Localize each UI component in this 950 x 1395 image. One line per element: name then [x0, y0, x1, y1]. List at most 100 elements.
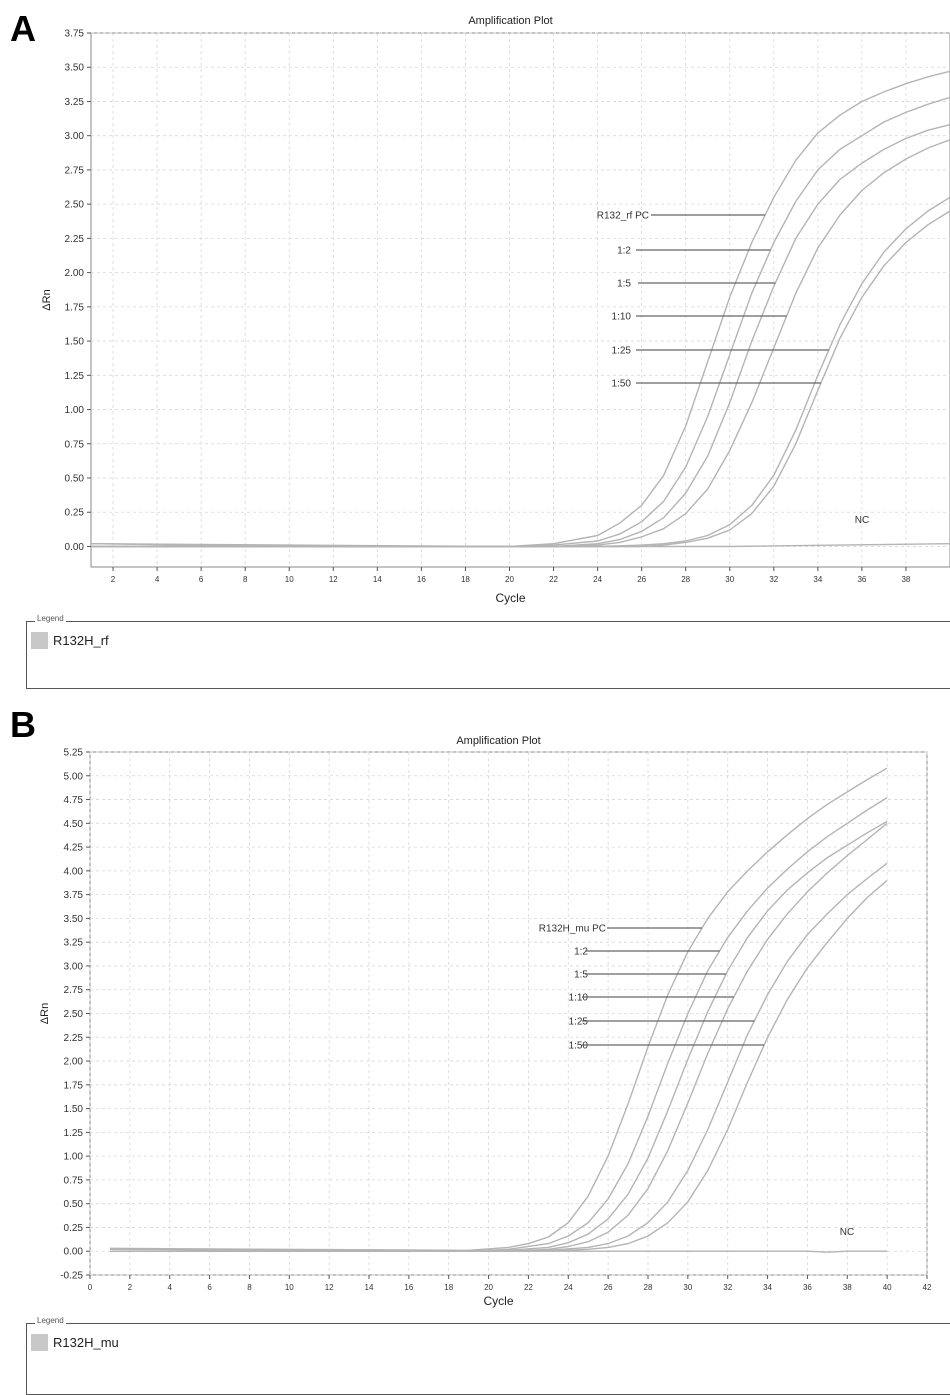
y-tick-label: 2.50	[65, 200, 85, 211]
series-line-1-2	[109, 797, 888, 1252]
y-tick-label: 1.25	[65, 371, 85, 382]
x-tick-label: 36	[857, 575, 866, 584]
y-tick-label: 2.25	[64, 1033, 84, 1044]
x-tick-label: 10	[285, 575, 294, 584]
y-tick-label: 5.25	[64, 748, 84, 759]
x-tick-label: 34	[763, 1283, 772, 1292]
x-axis-label: Cycle	[483, 1294, 513, 1308]
x-tick-label: 4	[167, 1283, 172, 1292]
annotation-label: 1:25	[612, 346, 632, 357]
series-line-1-25	[109, 862, 888, 1252]
y-tick-label: 2.25	[65, 234, 85, 245]
y-tick-label: 3.50	[64, 914, 84, 925]
series-line-1-10	[109, 822, 888, 1252]
x-tick-label: 28	[681, 575, 690, 584]
y-tick-label: 3.50	[65, 63, 85, 74]
y-tick-label: 0.00	[64, 1247, 84, 1258]
y-tick-label: 0.25	[64, 1223, 84, 1234]
legend-swatch	[31, 632, 48, 649]
x-tick-label: 26	[637, 575, 646, 584]
y-tick-label: -0.25	[60, 1271, 83, 1282]
annotation-label: 1:2	[617, 246, 631, 257]
x-tick-label: 2	[111, 575, 116, 584]
x-axis-label: Cycle	[495, 591, 525, 605]
x-tick-label: 16	[404, 1283, 413, 1292]
y-axis-label: ΔRn	[41, 289, 53, 310]
annotation-label: R132H_mu PC	[539, 924, 606, 935]
y-tick-label: 0.75	[64, 1175, 84, 1186]
y-tick-label: 2.50	[64, 1009, 84, 1020]
series-line-1-5	[109, 820, 888, 1252]
annotation-label: 1:50	[569, 1041, 589, 1052]
x-tick-label: 22	[549, 575, 558, 584]
x-tick-label: 30	[725, 575, 734, 584]
legend-entry-label: R132H_mu	[53, 1335, 119, 1350]
annotation-label: R132_rf PC	[597, 211, 649, 222]
x-tick-label: 18	[444, 1283, 453, 1292]
legend-title: Legend	[35, 614, 66, 623]
x-tick-label: 40	[883, 1283, 892, 1292]
panel-label-b: B	[10, 704, 36, 745]
series-group	[109, 767, 888, 1253]
y-tick-label: 1.50	[64, 1104, 84, 1115]
plot-area	[89, 751, 928, 1276]
series-line-r132-rf-pc	[91, 70, 950, 548]
y-tick-label: 3.25	[64, 938, 84, 949]
x-tick-label: 12	[325, 1283, 334, 1292]
y-tick-label: 2.75	[65, 165, 85, 176]
x-tick-label: 32	[723, 1283, 732, 1292]
legend-b: Legend R132H_mu	[26, 1316, 950, 1395]
x-tick-label: 38	[843, 1283, 852, 1292]
y-tick-label: 2.00	[65, 268, 85, 279]
x-tick-label: 2	[128, 1283, 133, 1292]
x-tick-label: 28	[644, 1283, 653, 1292]
y-tick-label: 1.00	[64, 1152, 84, 1163]
y-tick-label: 1.50	[65, 337, 85, 348]
y-tick-label: 3.25	[65, 97, 85, 108]
annotation-label: 1:50	[612, 379, 632, 390]
legend-title: Legend	[35, 1316, 66, 1325]
y-tick-label: 0.50	[64, 1199, 84, 1210]
amplification-plot-b: 0 2 4 6 8 10 12 14 16 18 20 22 24 26 28 30 32 34 36 38 40 42-…	[39, 735, 932, 1308]
series-line-1-2	[91, 96, 950, 548]
series-line-1-10	[91, 139, 950, 548]
y-tick-label: 2.00	[64, 1057, 84, 1068]
y-tick-label: 1.75	[64, 1080, 84, 1091]
plot-area	[90, 32, 950, 568]
y-tick-label: 3.75	[65, 29, 85, 40]
x-tick-label: 0	[88, 1283, 93, 1292]
y-tick-label: 0.75	[65, 439, 85, 450]
x-tick-label: 6	[207, 1283, 212, 1292]
y-tick-label: 1.25	[64, 1128, 84, 1139]
annotation-label-nc: NC	[840, 1227, 854, 1238]
x-tick-label: 12	[329, 575, 338, 584]
x-tick-label: 16	[417, 575, 426, 584]
series-line-r132h-mu-pc	[109, 767, 888, 1251]
amplification-plot-a: 2 4 6 8 10 12 14 16 18 20 22 24 26 28 30 32 34 36 380.000.…	[41, 15, 950, 605]
x-tick-label: 42	[923, 1283, 932, 1292]
x-tick-label: 34	[813, 575, 822, 584]
y-tick-label: 4.50	[64, 819, 84, 830]
x-tick-label: 32	[769, 575, 778, 584]
annotation-label-nc: NC	[855, 515, 869, 526]
y-tick-label: 4.00	[64, 866, 84, 877]
x-tick-label: 20	[505, 575, 514, 584]
x-tick-label: 10	[285, 1283, 294, 1292]
x-tick-label: 24	[564, 1283, 573, 1292]
x-tick-label: 14	[365, 1283, 374, 1292]
x-tick-label: 36	[803, 1283, 812, 1292]
chart-title: Amplification Plot	[456, 735, 540, 747]
annotation-label: 1:10	[612, 312, 632, 323]
y-axis-label: ΔRn	[39, 1003, 51, 1024]
y-tick-label: 3.75	[64, 890, 84, 901]
x-tick-label: 24	[593, 575, 602, 584]
y-tick-label: 1.00	[65, 405, 85, 416]
y-tick-label: 4.25	[64, 843, 84, 854]
x-tick-label: 18	[461, 575, 470, 584]
series-line-nc	[109, 1247, 888, 1253]
series-line-1-5	[91, 124, 950, 548]
legend-a: Legend R132H_rf	[26, 614, 950, 689]
x-tick-label: 38	[901, 575, 910, 584]
y-tick-label: 0.50	[65, 474, 85, 485]
y-tick-label: 3.00	[64, 961, 84, 972]
